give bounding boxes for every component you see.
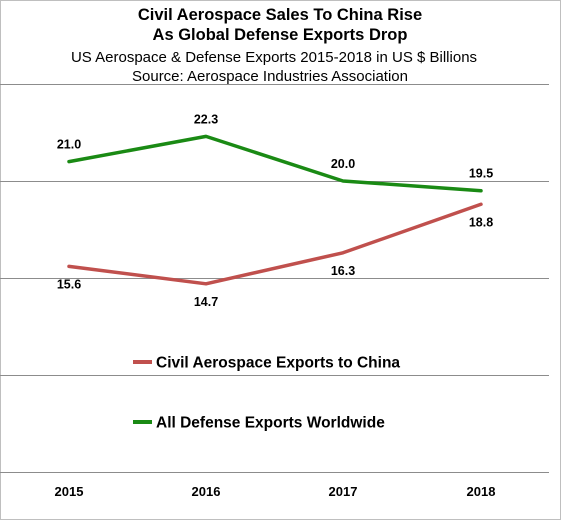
x-tick-label: 2015 <box>55 484 84 499</box>
x-tick-label: 2016 <box>192 484 221 499</box>
legend-label: All Defense Exports Worldwide <box>156 415 385 432</box>
data-label: 22.3 <box>194 112 218 126</box>
series-lines <box>67 134 483 286</box>
gridlines <box>0 84 549 473</box>
series-line-1 <box>67 202 483 286</box>
x-tick-label: 2018 <box>467 484 496 499</box>
x-tick-label: 2017 <box>329 484 358 499</box>
chart-source: Source: Aerospace Industries Association <box>132 68 408 85</box>
chart-title-line-1: Civil Aerospace Sales To China Rise <box>138 6 422 24</box>
titles: Civil Aerospace Sales To China Rise As G… <box>71 6 477 85</box>
data-label: 20.0 <box>331 157 355 171</box>
chart-title-line-2: As Global Defense Exports Drop <box>153 26 408 44</box>
legend-label: Civil Aerospace Exports to China <box>156 355 400 372</box>
series-line-0 <box>67 134 483 193</box>
data-label: 15.6 <box>57 277 81 291</box>
x-axis-ticks: 2015 2016 2017 2018 <box>55 484 496 499</box>
data-label: 18.8 <box>469 215 493 229</box>
data-label: 14.7 <box>194 295 218 309</box>
legend: Civil Aerospace Exports to China All Defe… <box>133 355 400 432</box>
data-labels: 21.0 22.3 20.0 19.5 15.6 14.7 16.3 18.8 <box>57 112 493 308</box>
data-label: 16.3 <box>331 264 355 278</box>
data-label: 21.0 <box>57 138 81 152</box>
chart-subtitle: US Aerospace & Defense Exports 2015-2018… <box>71 49 477 66</box>
data-label: 19.5 <box>469 167 493 181</box>
